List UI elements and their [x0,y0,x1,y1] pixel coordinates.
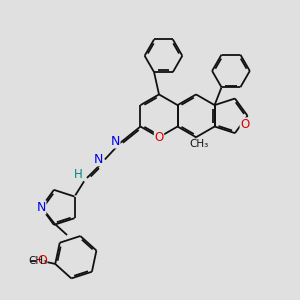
Text: O: O [37,254,47,267]
Text: O: O [154,131,164,144]
Text: CH₃: CH₃ [189,139,209,149]
Text: N: N [110,135,120,148]
Text: N: N [94,153,104,166]
Text: H: H [74,168,83,181]
Text: N: N [37,201,46,214]
Text: O: O [240,118,249,131]
Text: CH₃: CH₃ [28,256,47,266]
